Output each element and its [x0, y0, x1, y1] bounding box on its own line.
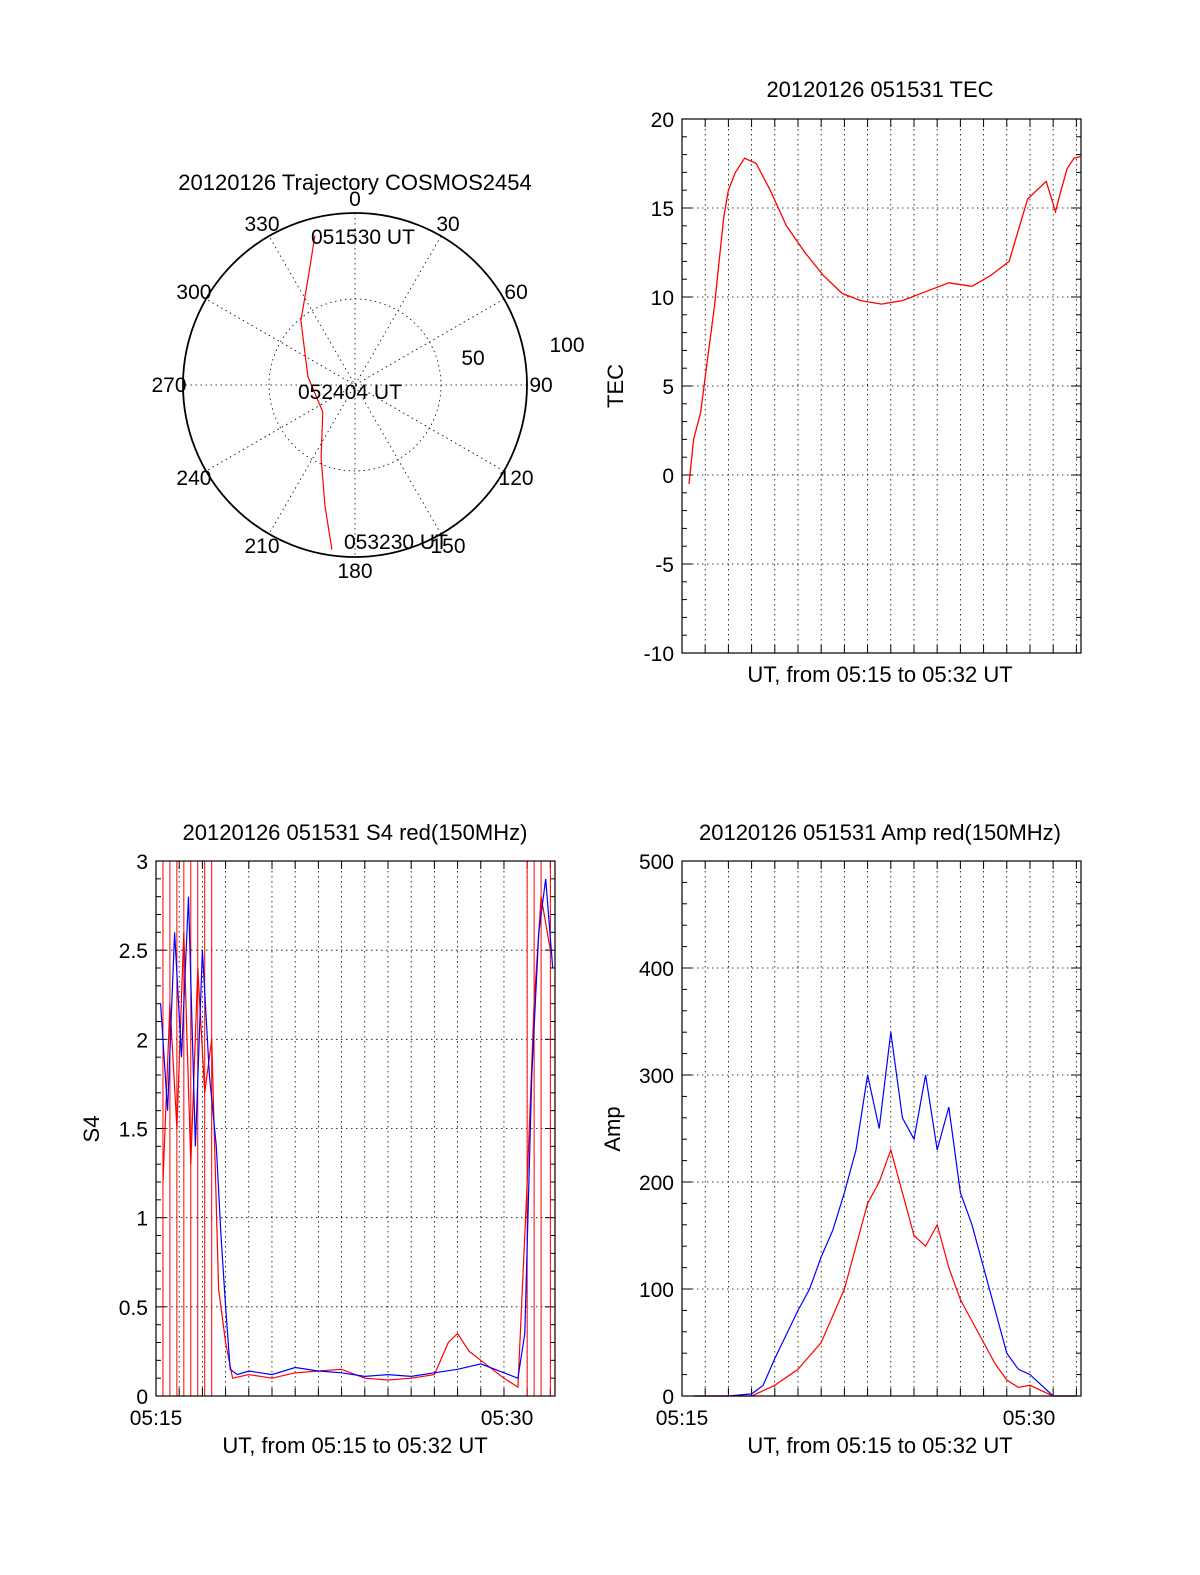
tec-plot-frame	[681, 118, 1082, 654]
polar-angle-tick: 150	[430, 535, 465, 558]
amp-x-label: UT, from 05:15 to 05:32 UT	[747, 1433, 1012, 1458]
s4-plot-frame	[155, 860, 556, 1397]
y-tick-label: 200	[639, 1172, 674, 1195]
amp-red-series-line	[693, 1147, 1077, 1397]
y-tick-label: 0	[662, 465, 674, 488]
amp-title: 20120126 051531 Amp red(150MHz)	[699, 820, 1061, 845]
polar-angle-tick: 90	[529, 374, 552, 397]
y-tick-label: 500	[639, 851, 674, 874]
trajectory-polar-plot: 20120126 Trajectory COSMOS2454 0 30 60 90 12…	[151, 170, 584, 583]
polar-angle-tick: 0	[349, 188, 361, 211]
tec-plot: 20120126 051531 TEC -10 -5 0 5 10 15 20 UT, fr…	[603, 77, 1082, 687]
polar-angle-tick: 120	[499, 467, 534, 490]
s4-y-tick-labels: 0 0.5 1 1.5 2 2.5 3	[119, 851, 148, 1409]
polar-radial-tick-100: 100	[549, 334, 584, 357]
tec-y-label: TEC	[603, 364, 628, 408]
polar-angle-tick-labels: 0 30 60 90 120 150 180 210 240 270 300 330	[151, 188, 552, 583]
y-tick-label: -10	[644, 643, 674, 666]
s4-plot: 20120126 051531 S4 red(150MHz) 0 0.5 1 1.5 2…	[79, 820, 556, 1458]
s4-minor-ticks	[156, 861, 555, 1396]
s4-x-label: UT, from 05:15 to 05:32 UT	[222, 1433, 487, 1458]
polar-angle-tick: 270	[151, 374, 186, 397]
s4-blue-series-line	[160, 878, 554, 1380]
amp-plot-frame	[681, 860, 1082, 1397]
amp-x-tick-start: 05:15	[656, 1407, 709, 1430]
tec-grid	[682, 119, 1081, 653]
satellite-track-line	[300, 235, 333, 550]
polar-radial-tick-50: 50	[461, 347, 484, 370]
polar-angle-tick: 300	[176, 281, 211, 304]
polar-angle-tick: 30	[436, 213, 459, 236]
polar-angle-tick: 180	[337, 560, 372, 583]
annotation-start-time: 051530 UT	[311, 226, 415, 249]
annotation-mid-time: 052404 UT	[298, 381, 402, 404]
amp-grid	[682, 861, 1081, 1396]
y-tick-label: 2	[136, 1029, 148, 1052]
polar-angle-tick: 60	[504, 281, 527, 304]
amp-blue-series-line	[693, 1032, 1077, 1397]
amp-y-tick-labels: 0 100 200 300 400 500	[639, 851, 674, 1409]
y-tick-label: 0	[136, 1386, 148, 1409]
tec-minor-ticks	[682, 119, 1081, 653]
y-tick-label: 400	[639, 958, 674, 981]
s4-title: 20120126 051531 S4 red(150MHz)	[183, 820, 528, 845]
annotation-end-time: 053230 UT	[344, 531, 448, 554]
y-tick-label: 15	[651, 198, 674, 221]
amp-x-tick-end: 05:30	[1003, 1407, 1056, 1430]
s4-y-label: S4	[79, 1116, 104, 1143]
y-tick-label: 20	[651, 109, 674, 132]
y-tick-label: 100	[639, 1279, 674, 1302]
amp-minor-ticks	[682, 861, 1081, 1396]
polar-angle-tick: 240	[176, 467, 211, 490]
s4-grid	[156, 861, 555, 1396]
polar-title: 20120126 Trajectory COSMOS2454	[178, 170, 531, 195]
s4-x-tick-start: 05:15	[130, 1407, 183, 1430]
polar-angle-tick: 330	[244, 213, 279, 236]
y-tick-label: 300	[639, 1065, 674, 1088]
tec-y-tick-labels: -10 -5 0 5 10 15 20	[644, 109, 674, 666]
s4-red-series-line	[162, 896, 551, 1389]
amp-plot: 20120126 051531 Amp red(150MHz) 0 100 200 3…	[600, 820, 1082, 1458]
s4-x-tick-end: 05:30	[481, 1407, 534, 1430]
y-tick-label: 3	[136, 851, 148, 874]
polar-angle-tick: 210	[244, 535, 279, 558]
y-tick-label: 5	[662, 376, 674, 399]
y-tick-label: 0	[662, 1386, 674, 1409]
amp-y-label: Amp	[600, 1106, 625, 1151]
tec-x-label: UT, from 05:15 to 05:32 UT	[747, 662, 1012, 687]
tec-title: 20120126 051531 TEC	[766, 77, 993, 102]
y-tick-label: 10	[651, 287, 674, 310]
tec-series-line	[688, 155, 1082, 484]
y-tick-label: 1	[136, 1208, 148, 1231]
y-tick-label: 1.5	[119, 1119, 148, 1142]
y-tick-label: 2.5	[119, 940, 148, 963]
y-tick-label: -5	[655, 554, 674, 577]
y-tick-label: 0.5	[119, 1297, 148, 1320]
